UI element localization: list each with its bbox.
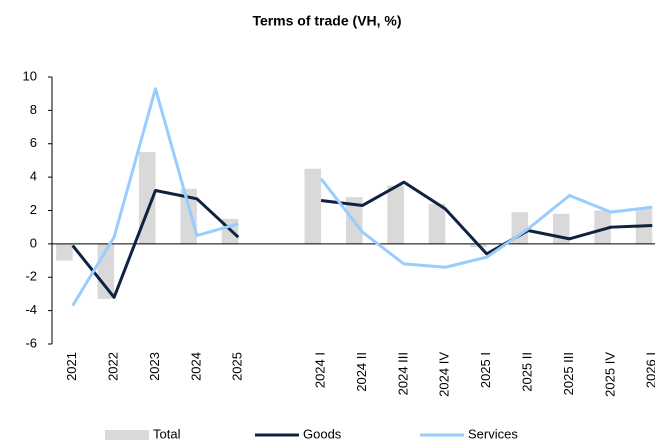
bar [180,188,197,244]
bar [594,210,611,244]
x-tick-label: 2023 [147,352,162,381]
y-tick-label: 0 [30,235,37,250]
y-tick-label: 8 [30,102,37,117]
legend-label: Goods [303,426,342,441]
x-tick-label: 2021 [64,352,79,381]
y-tick-label: 10 [23,68,37,83]
legend-label: Services [468,426,518,441]
x-tick-label: 2025 II [520,352,535,392]
x-tick-label: 2024 II [354,352,369,392]
x-tick-label: 2024 IV [437,352,452,397]
bar [56,243,73,261]
line [71,87,653,307]
y-tick-label: 6 [30,135,37,150]
x-tick-label: 2026 I [644,352,655,388]
bar [304,168,322,244]
y-tick-label: 2 [30,202,37,217]
x-tick-label: 2022 [106,352,121,381]
bar [428,203,446,244]
y-tick-label: -2 [25,269,37,284]
x-tick-label: 2024 I [313,352,328,388]
y-tick-label: -4 [25,302,37,317]
x-tick-label: 2024 III [395,352,410,395]
x-tick-label: 2025 III [561,352,576,395]
x-tick-label: 2025 [230,352,245,381]
chart-title: Terms of trade (VH, %) [252,13,401,29]
line [71,180,653,299]
x-tick-label: 2025 IV [602,352,617,397]
y-tick-label: 4 [30,169,37,184]
legend-swatch [105,430,149,440]
bar [387,185,404,244]
legend-label: Total [153,426,181,441]
x-tick-label: 2024 [188,352,203,381]
y-tick-label: -6 [25,335,37,350]
x-tick-label: 2025 I [478,352,493,388]
